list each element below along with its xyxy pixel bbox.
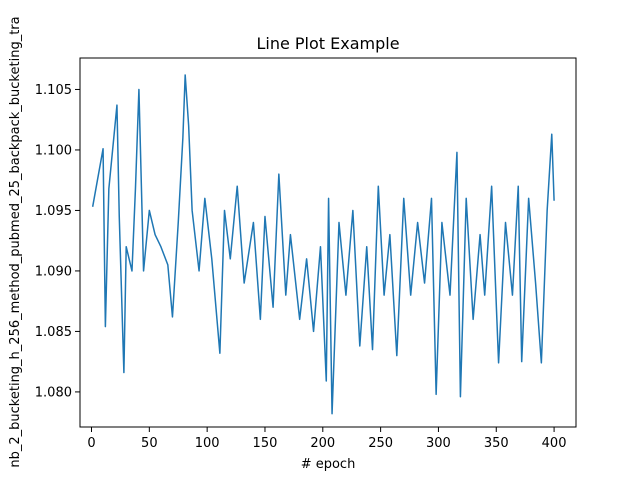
ticks-layer: 0 50 100 150 200 250 300 350 400 1.080 1.085 1.090 1… bbox=[35, 83, 567, 451]
series-layer bbox=[91, 74, 555, 415]
y-tick-label: 1.105 bbox=[35, 83, 72, 98]
y-tick-label: 1.100 bbox=[35, 143, 72, 158]
x-tick-label: 200 bbox=[310, 436, 335, 451]
x-tick-label: 150 bbox=[253, 436, 278, 451]
x-tick-label: 100 bbox=[195, 436, 220, 451]
x-tick-label: 350 bbox=[484, 436, 509, 451]
x-tick-label: 250 bbox=[368, 436, 393, 451]
x-tick-label: 0 bbox=[87, 436, 95, 451]
y-axis-label: nb_2_bucketing_h_256_method_pubmed_25_ba… bbox=[8, 16, 23, 467]
series-line-0 bbox=[91, 74, 555, 415]
x-tick-label: 300 bbox=[426, 436, 451, 451]
x-tick-label: 400 bbox=[542, 436, 567, 451]
y-tick-label: 1.080 bbox=[35, 385, 72, 400]
chart-title: Line Plot Example bbox=[256, 34, 399, 53]
y-tick-label: 1.085 bbox=[35, 325, 72, 340]
y-tick-label: 1.090 bbox=[35, 264, 72, 279]
x-axis-label: # epoch bbox=[301, 457, 356, 472]
plot-frame bbox=[79, 57, 577, 428]
y-tick-label: 1.095 bbox=[35, 204, 72, 219]
x-tick-label: 50 bbox=[141, 436, 158, 451]
